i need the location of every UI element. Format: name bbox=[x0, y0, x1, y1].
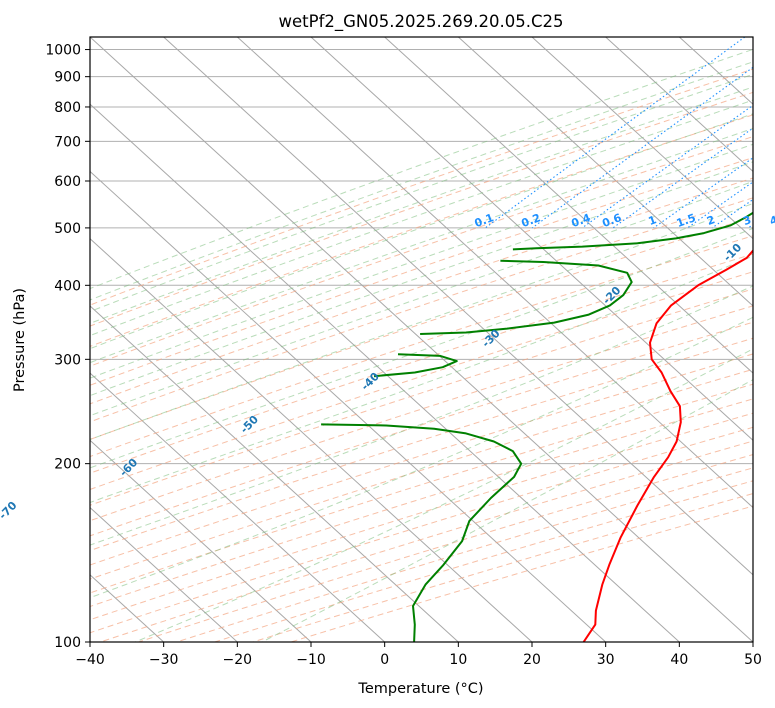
moist-adiabat bbox=[90, 113, 753, 350]
y-tick-label: 1000 bbox=[45, 43, 81, 59]
x-tick-label: 50 bbox=[744, 652, 762, 668]
dewpoint-top-profile bbox=[321, 423, 523, 642]
dry-adiabat bbox=[90, 305, 753, 522]
sounding-profiles bbox=[321, 211, 753, 642]
axes: −40 −30 −20 −10 0 10 20 30 40 50 100 200 300 400 500 60… bbox=[45, 43, 762, 668]
x-tick-label: 40 bbox=[670, 652, 688, 668]
isotherm-line bbox=[163, 37, 753, 576]
isotherm-line bbox=[90, 237, 533, 642]
dry-adiabat bbox=[90, 253, 753, 474]
mixing-ratio-label: 1 bbox=[647, 213, 659, 228]
mixing-ratio-label: 0.1 bbox=[473, 211, 496, 230]
isotherm-line bbox=[90, 170, 607, 642]
dry-adiabat bbox=[90, 177, 753, 405]
chart-title: wetPf2_GN05.2025.269.20.05.C25 bbox=[279, 12, 564, 32]
mixing-ratio-label: 3 bbox=[741, 213, 753, 228]
x-tick-label: 10 bbox=[449, 652, 467, 668]
isotherm-line bbox=[605, 37, 753, 173]
x-tick-label: 20 bbox=[523, 652, 541, 668]
x-tick-label: −20 bbox=[223, 652, 253, 668]
isotherm-line bbox=[90, 506, 238, 642]
dry-adiabat bbox=[90, 216, 753, 440]
dewpoint-spike-profile bbox=[373, 353, 458, 378]
isotherm-line bbox=[236, 37, 753, 509]
mixing-ratio-label: 0.6 bbox=[600, 211, 623, 230]
moist-adiabat bbox=[90, 61, 753, 301]
mixing-ratio-line bbox=[484, 37, 746, 229]
x-tick-label: −40 bbox=[75, 652, 105, 668]
isotherm-line bbox=[310, 37, 753, 442]
dry-adiabat bbox=[90, 271, 753, 490]
y-tick-label: 300 bbox=[54, 352, 81, 368]
x-tick-label: −30 bbox=[149, 652, 179, 668]
mixing-ratio-line bbox=[653, 157, 753, 229]
isotherm-line bbox=[90, 37, 753, 642]
mixing-ratio-label: 4 bbox=[768, 213, 775, 228]
dry-adiabat bbox=[90, 321, 753, 537]
dry-adiabat bbox=[90, 114, 753, 347]
isotherm-line bbox=[90, 103, 680, 642]
x-axis-title: Temperature (°C) bbox=[357, 681, 483, 697]
mixing-ratio-label: 1.5 bbox=[675, 211, 698, 230]
dry-adiabat bbox=[90, 353, 753, 566]
isotherm-line bbox=[90, 439, 312, 642]
plot-frame bbox=[89, 36, 754, 643]
moist-adiabat bbox=[90, 255, 753, 504]
moist-adiabat bbox=[134, 348, 753, 642]
isotherm-line bbox=[90, 305, 459, 642]
y-tick-label: 400 bbox=[54, 278, 81, 294]
isotherm-line bbox=[90, 372, 386, 642]
mixing-ratio-label: 2 bbox=[705, 213, 717, 228]
dry-adiabat bbox=[90, 383, 753, 594]
temperature-profile bbox=[582, 249, 753, 642]
moist-adiabat bbox=[90, 161, 753, 397]
mixing-ratio-label: 0.2 bbox=[520, 211, 543, 230]
mixing-ratio-label: 0.4 bbox=[570, 211, 593, 230]
moist-adiabat bbox=[261, 379, 753, 642]
background-lines bbox=[90, 37, 753, 642]
x-tick-label: −10 bbox=[296, 652, 326, 668]
mixing-ratio-line bbox=[531, 66, 753, 229]
y-tick-label: 500 bbox=[54, 221, 81, 237]
dewpoint-upper-profile bbox=[420, 259, 633, 335]
y-tick-label: 600 bbox=[54, 174, 81, 190]
dry-adiabat bbox=[90, 68, 753, 306]
moist-adiabat bbox=[90, 73, 753, 313]
x-tick-label: 30 bbox=[597, 652, 615, 668]
y-axis-title: Pressure (hPa) bbox=[12, 288, 28, 392]
dewpoint-profile bbox=[512, 211, 753, 251]
y-tick-label: 900 bbox=[54, 70, 81, 86]
dry-adiabat bbox=[90, 91, 753, 327]
moist-adiabat bbox=[90, 48, 753, 290]
y-tick-label: 700 bbox=[54, 134, 81, 150]
y-tick-label: 800 bbox=[54, 100, 81, 116]
y-tick-label: 100 bbox=[54, 635, 81, 651]
y-tick-label: 200 bbox=[54, 457, 81, 473]
x-tick-label: 0 bbox=[380, 652, 389, 668]
isotherm-line bbox=[457, 37, 753, 307]
